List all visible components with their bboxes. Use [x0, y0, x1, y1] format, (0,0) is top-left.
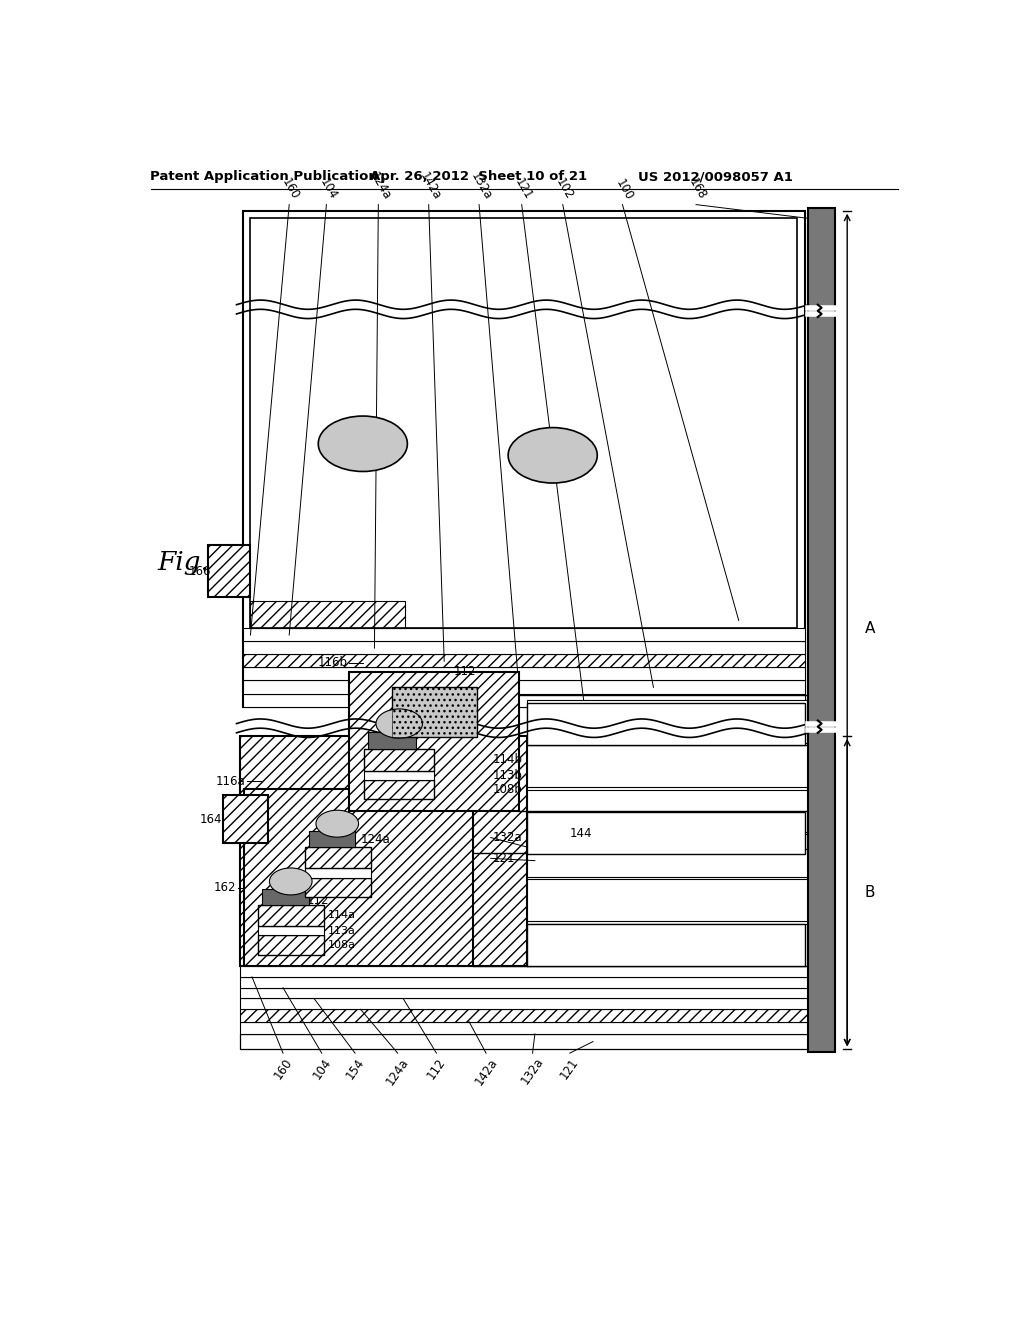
Text: 168: 168 — [686, 177, 709, 202]
Bar — [527, 812, 805, 854]
Bar — [223, 795, 268, 843]
Bar — [527, 924, 805, 966]
Bar — [262, 890, 308, 904]
Bar — [527, 744, 809, 788]
Bar — [258, 936, 324, 954]
Text: 104: 104 — [316, 177, 339, 202]
Ellipse shape — [269, 869, 312, 895]
Bar — [241, 1034, 809, 1049]
Bar — [208, 545, 251, 598]
Bar — [241, 1022, 809, 1034]
Bar — [251, 601, 406, 628]
Text: 121: 121 — [558, 1056, 582, 1081]
Text: 160: 160 — [271, 1056, 295, 1081]
Bar — [223, 795, 268, 843]
Text: 144: 144 — [570, 828, 593, 841]
Text: 112: 112 — [306, 894, 329, 907]
Bar — [391, 688, 477, 738]
Text: 112: 112 — [425, 1056, 449, 1081]
Bar — [258, 927, 324, 936]
Bar — [305, 869, 371, 878]
Text: 114b: 114b — [493, 754, 522, 767]
Text: 108a: 108a — [328, 940, 356, 950]
Ellipse shape — [376, 709, 423, 738]
Bar — [349, 672, 519, 810]
Ellipse shape — [316, 810, 358, 837]
Bar — [308, 832, 355, 847]
Bar — [809, 209, 835, 1052]
Text: 124a: 124a — [360, 833, 390, 846]
Text: Fig. 2: Fig. 2 — [158, 550, 234, 576]
Ellipse shape — [508, 428, 597, 483]
Text: 121: 121 — [493, 851, 515, 865]
Text: 166: 166 — [188, 565, 211, 578]
Text: 121: 121 — [512, 177, 535, 202]
Text: 102: 102 — [553, 177, 575, 202]
Bar — [365, 780, 434, 799]
Bar — [243, 642, 805, 655]
Bar — [241, 1010, 809, 1022]
Bar — [243, 655, 805, 668]
Text: 124a: 124a — [384, 1056, 412, 1088]
Bar — [391, 688, 477, 738]
Text: 160: 160 — [280, 177, 302, 202]
Text: Patent Application Publication: Patent Application Publication — [150, 170, 378, 183]
Text: 132a: 132a — [519, 1056, 547, 1088]
Text: 113a: 113a — [328, 925, 355, 936]
Bar — [258, 904, 324, 927]
Bar — [305, 878, 371, 896]
Text: 112: 112 — [454, 665, 476, 678]
Bar — [349, 672, 519, 810]
Bar — [527, 701, 809, 743]
Bar — [241, 737, 527, 966]
Bar — [243, 211, 805, 706]
Text: Apr. 26, 2012  Sheet 10 of 21: Apr. 26, 2012 Sheet 10 of 21 — [370, 170, 587, 183]
Text: 142a: 142a — [417, 170, 443, 202]
Bar — [243, 628, 805, 642]
Ellipse shape — [318, 416, 408, 471]
Bar — [208, 545, 251, 598]
Text: 162: 162 — [214, 880, 237, 894]
Bar — [527, 702, 805, 744]
Text: B: B — [864, 886, 874, 900]
Text: 132a: 132a — [493, 832, 522, 843]
Bar — [527, 834, 809, 876]
Bar — [527, 924, 809, 966]
Bar — [527, 789, 809, 832]
Text: 116a: 116a — [216, 775, 246, 788]
Text: 104: 104 — [310, 1056, 334, 1081]
Bar — [241, 966, 809, 977]
Bar — [243, 693, 805, 706]
Bar — [527, 879, 809, 921]
Bar — [369, 733, 417, 748]
Bar — [251, 219, 797, 628]
Text: 154: 154 — [343, 1056, 367, 1081]
Bar — [243, 681, 805, 693]
Bar — [305, 847, 371, 869]
Bar — [245, 789, 473, 966]
Bar — [241, 987, 809, 998]
Bar — [365, 771, 434, 780]
Text: 142a: 142a — [472, 1056, 500, 1088]
Bar — [241, 977, 809, 987]
Bar — [243, 668, 805, 681]
Bar — [241, 998, 809, 1010]
Bar — [365, 748, 434, 771]
Bar — [245, 789, 473, 966]
Text: A: A — [864, 620, 874, 636]
Text: US 2012/0098057 A1: US 2012/0098057 A1 — [638, 170, 793, 183]
Text: 132a: 132a — [468, 170, 494, 202]
Text: 113b: 113b — [493, 768, 522, 781]
Text: 114a: 114a — [328, 911, 356, 920]
Text: 164: 164 — [200, 813, 222, 826]
Text: 124a: 124a — [367, 170, 393, 202]
Text: 116b: 116b — [317, 656, 347, 669]
Text: 108b: 108b — [493, 783, 522, 796]
Text: 100: 100 — [612, 177, 635, 202]
